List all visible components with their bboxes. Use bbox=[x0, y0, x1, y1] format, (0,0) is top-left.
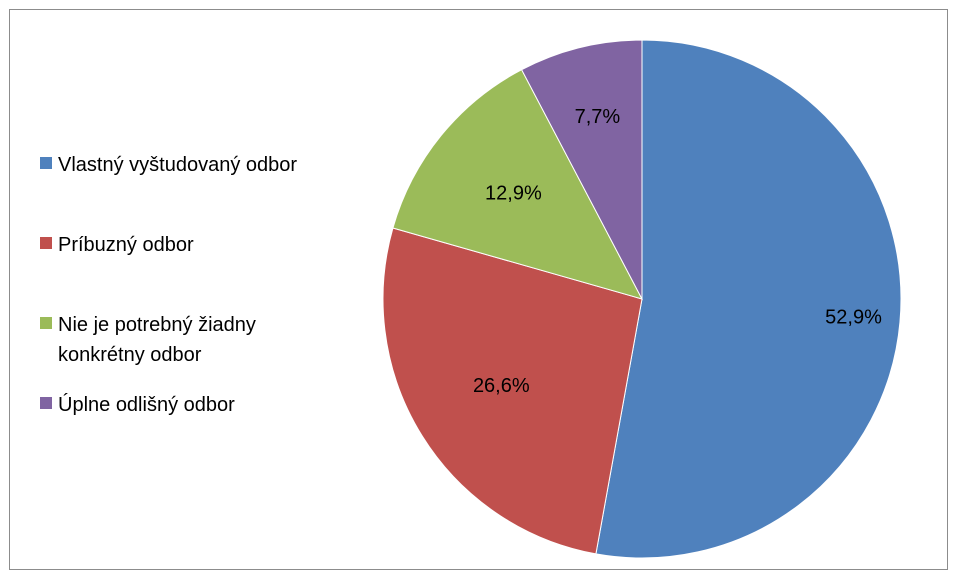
slice-vlastny-odbor bbox=[595, 39, 902, 559]
legend-label: Vlastný vyštudovaný odbor bbox=[58, 154, 298, 176]
legend-item-odlisny-odbor: Úplne odlišný odbor bbox=[40, 390, 340, 420]
legend-label: Príbuzný odbor bbox=[58, 234, 194, 256]
legend-swatch bbox=[40, 237, 52, 249]
data-label-vlastny-odbor: 52,9% bbox=[825, 306, 882, 328]
legend-swatch bbox=[40, 317, 52, 329]
slice-ziadny-odbor bbox=[392, 68, 643, 300]
data-label-pribuzny-odbor: 26,6% bbox=[473, 375, 530, 397]
legend-swatch bbox=[40, 397, 52, 409]
legend-swatch bbox=[40, 157, 52, 169]
data-label-odlisny-odbor: 7,7% bbox=[575, 106, 621, 128]
data-label-ziadny-odbor: 12,9% bbox=[485, 183, 542, 205]
slice-pribuzny-odbor bbox=[382, 227, 643, 555]
legend-label: Nie je potrebný žiadny konkrétny odbor bbox=[58, 314, 256, 366]
legend-label: Úplne odlišný odbor bbox=[58, 394, 235, 416]
slice-odlisny-odbor bbox=[520, 39, 643, 300]
legend-item-pribuzny-odbor: Príbuzný odbor bbox=[40, 230, 340, 260]
legend-item-ziadny-odbor: Nie je potrebný žiadny konkrétny odbor bbox=[40, 310, 340, 370]
legend-item-vlastny-odbor: Vlastný vyštudovaný odbor bbox=[40, 150, 340, 180]
